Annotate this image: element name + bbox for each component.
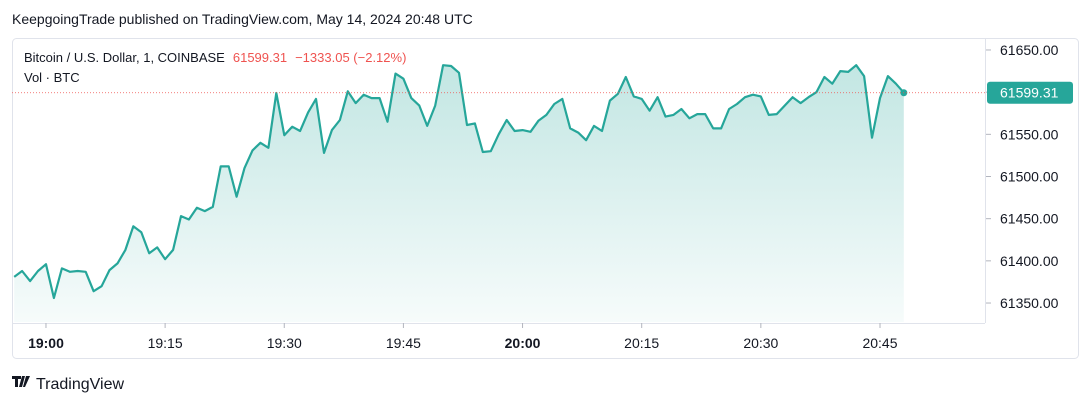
x-tick-label: 20:00 (505, 335, 541, 351)
line (13, 64, 905, 300)
x-tick-label: 20:30 (743, 335, 778, 351)
symbol: Bitcoin / U.S. Dollar, 1, COINBASE (24, 50, 225, 65)
last-price: 61599.31 (233, 50, 287, 65)
x-tick-label: 20:15 (624, 335, 659, 351)
change: −1333.05 (−2.12%) (295, 50, 406, 65)
y-tick-label: 61550.00 (1000, 126, 1059, 142)
publisher: KeepgoingTrade published on TradingView.… (12, 11, 473, 27)
plot (12, 64, 985, 322)
y-tick-label: 61650.00 (1000, 42, 1059, 58)
y-tick-label: 61500.00 (1000, 168, 1059, 184)
y-tick-label: 61400.00 (1000, 253, 1059, 269)
area (14, 65, 904, 322)
y-tick-label: 61350.00 (1000, 295, 1059, 311)
brand: TradingView (36, 376, 124, 393)
logo-mark (12, 376, 30, 387)
x-tick-label: 19:45 (386, 335, 421, 351)
y-tick-label: 61450.00 (1000, 211, 1059, 227)
logo: TradingView (12, 376, 124, 393)
price-badge (987, 81, 1073, 104)
x-tick-label: 19:15 (148, 335, 183, 351)
x-tick-label: 19:30 (267, 335, 302, 351)
frame (12, 38, 1079, 359)
price-badge-label: 61599.31 (1000, 85, 1059, 101)
x-tick-label: 19:00 (28, 335, 64, 351)
legend: Bitcoin / U.S. Dollar, 1, COINBASE 61599.… (24, 50, 406, 65)
x-tick-label: 20:45 (862, 335, 897, 351)
volume-label: Vol · BTC (24, 70, 80, 85)
